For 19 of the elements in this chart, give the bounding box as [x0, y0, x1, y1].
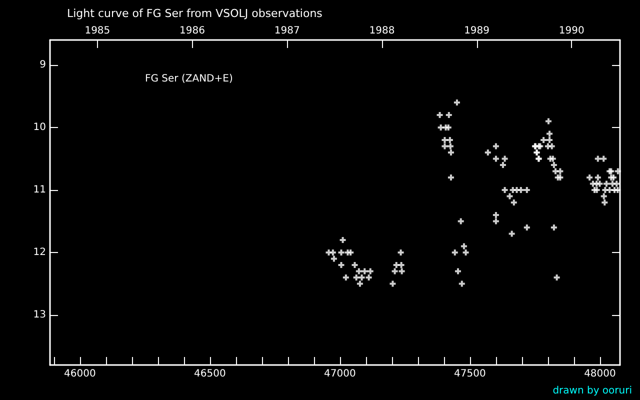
x2-tick-label: 1985: [84, 26, 110, 36]
x2-tick-label: 1987: [274, 26, 300, 36]
y-tick-label: 9: [40, 60, 46, 70]
x-tick-label: 46000: [64, 368, 96, 380]
y-tick-label: 11: [33, 184, 46, 196]
text: drawn by ooruri: [552, 386, 632, 396]
x2-tick-label: 1990: [558, 26, 584, 36]
y-tick-label: 13: [33, 310, 46, 320]
y-tick-label: 10: [33, 122, 46, 133]
chart-title: Light curve of FG Ser from VSOLJ observations: [67, 7, 323, 20]
x-tick-label: 48000: [584, 368, 616, 380]
x-tick-label: 47500: [454, 368, 486, 380]
x2-tick-label: 1986: [180, 26, 205, 36]
annotation: FG Ser (ZAND+E): [145, 74, 233, 84]
y-tick-label: 12: [33, 247, 46, 258]
x2-tick-label: 1989: [464, 26, 490, 36]
x-tick-label: 46500: [194, 368, 226, 380]
x2-tick-label: 1988: [369, 26, 395, 36]
x-tick-label: 47000: [324, 368, 356, 380]
